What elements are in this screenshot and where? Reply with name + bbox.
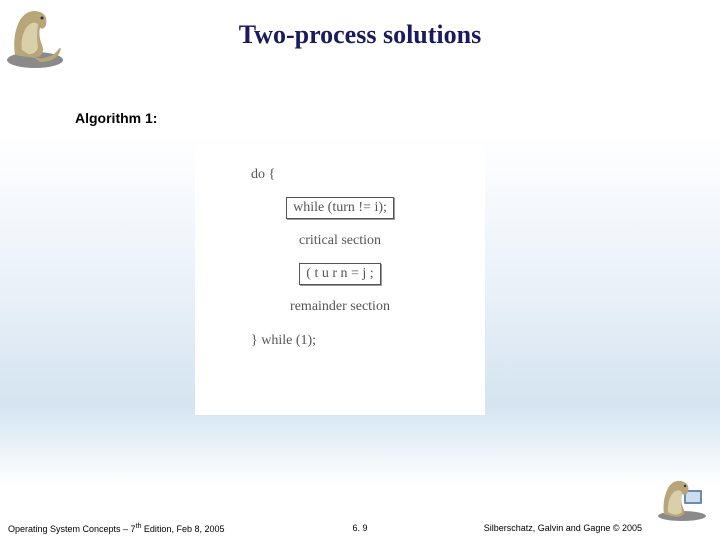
footer-page-number: 6. 9 xyxy=(352,523,367,533)
footer-left: Operating System Concepts – 7th Edition,… xyxy=(8,523,224,534)
code-end: } while (1); xyxy=(251,333,467,349)
algorithm-label: Algorithm 1: xyxy=(75,110,157,126)
slide-title: Two-process solutions xyxy=(0,20,720,50)
code-while-condition: while (turn != i); xyxy=(213,197,467,219)
footer-right: Silberschatz, Galvin and Gagne © 2005 xyxy=(484,523,642,533)
algorithm-code-block: do { while (turn != i); critical section… xyxy=(195,145,485,415)
code-do: do { xyxy=(251,167,467,183)
code-critical-section: critical section xyxy=(213,233,467,249)
code-remainder-section: remainder section xyxy=(213,299,467,315)
code-assign: ( t u r n = j ; xyxy=(213,263,467,285)
slide-footer: Operating System Concepts – 7th Edition,… xyxy=(0,520,720,536)
dinosaur-bottom-right-decoration xyxy=(652,472,712,522)
